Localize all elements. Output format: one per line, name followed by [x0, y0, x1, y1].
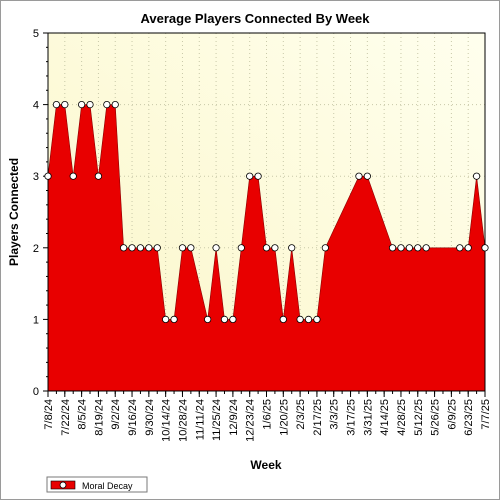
data-point	[481, 244, 489, 252]
data-markers	[44, 101, 489, 323]
data-point	[472, 172, 481, 180]
x-tick-label: 6/9/25	[446, 399, 458, 430]
x-tick-label: 5/12/25	[413, 399, 425, 436]
y-tick-label: 4	[33, 100, 39, 112]
data-point	[304, 315, 313, 323]
legend-marker	[59, 481, 67, 489]
legend-label: Moral Decay	[82, 481, 133, 491]
data-point	[128, 244, 136, 252]
y-axis-label: Players Connected	[7, 158, 21, 266]
data-point	[170, 315, 178, 323]
x-tick-label: 12/23/24	[245, 399, 257, 442]
data-point	[61, 101, 69, 109]
data-point	[288, 244, 296, 252]
x-axis-label: Week	[250, 458, 281, 472]
data-point	[229, 315, 237, 323]
data-point	[388, 244, 397, 252]
data-point	[237, 244, 245, 252]
y-tick-label: 1	[33, 314, 39, 326]
x-tick-label: 1/6/25	[262, 399, 274, 430]
data-point	[162, 315, 170, 323]
data-point	[246, 172, 254, 180]
x-axis-ticks: 7/8/24 7/22/24 8/5/24 8/19/24 9/2/24 9/16/24 9…	[43, 391, 492, 442]
x-tick-label: 8/19/24	[93, 399, 105, 436]
data-point	[145, 244, 153, 252]
x-tick-label: 3/31/25	[362, 399, 374, 436]
data-point	[187, 244, 195, 252]
data-point	[178, 244, 187, 252]
data-point	[414, 244, 422, 252]
x-tick-label: 4/14/25	[379, 399, 391, 436]
x-tick-label: 7/7/25	[480, 399, 492, 430]
x-tick-label: 10/14/24	[161, 399, 173, 442]
x-tick-label: 4/28/25	[396, 399, 408, 436]
legend: Moral Decay	[46, 476, 148, 493]
x-tick-label: 9/2/24	[110, 399, 122, 430]
data-point	[120, 244, 128, 252]
data-point	[254, 172, 262, 180]
data-point	[78, 101, 86, 109]
data-point	[136, 244, 145, 252]
x-tick-label: 2/17/25	[312, 399, 324, 436]
x-tick-label: 12/9/24	[228, 399, 240, 436]
data-point	[422, 244, 430, 252]
data-point	[262, 244, 271, 252]
data-point	[44, 172, 52, 180]
x-tick-label: 9/16/24	[127, 399, 139, 436]
x-tick-label: 10/28/24	[177, 399, 189, 442]
x-tick-label: 7/8/24	[43, 399, 55, 430]
data-point	[363, 172, 371, 180]
x-tick-label: 5/26/25	[430, 399, 442, 436]
data-point	[405, 244, 413, 252]
data-point	[111, 101, 119, 109]
y-axis-ticks: 0 1 2 3 4 5	[33, 28, 48, 398]
x-tick-label: 1/20/25	[278, 399, 290, 436]
chart-title: Average Players Connected By Week	[140, 11, 370, 26]
data-point	[94, 172, 103, 180]
data-point	[52, 101, 61, 109]
x-tick-label: 9/30/24	[144, 399, 156, 436]
y-tick-label: 2	[33, 243, 39, 255]
x-tick-label: 3/17/25	[346, 399, 358, 436]
y-tick-label: 3	[33, 171, 39, 183]
data-point	[69, 172, 77, 180]
data-point	[397, 244, 405, 252]
x-tick-label: 8/5/24	[77, 399, 89, 430]
data-point	[313, 315, 321, 323]
y-tick-label: 5	[33, 28, 39, 40]
data-point	[355, 172, 363, 180]
data-point	[153, 244, 161, 252]
x-tick-label: 11/25/24	[211, 399, 223, 441]
y-tick-label: 0	[33, 386, 39, 398]
data-point	[103, 101, 111, 109]
x-tick-label: 6/23/25	[463, 399, 475, 436]
data-point	[212, 244, 220, 252]
x-tick-label: 7/22/24	[60, 399, 72, 436]
x-tick-label: 11/11/24	[194, 399, 206, 440]
data-point	[321, 244, 329, 252]
data-point	[456, 244, 464, 252]
data-point	[220, 315, 229, 323]
data-point	[204, 315, 212, 323]
data-point	[464, 244, 472, 252]
data-point	[271, 244, 279, 252]
x-tick-label: 3/3/25	[329, 399, 341, 430]
x-tick-label: 2/3/25	[295, 399, 307, 430]
data-point	[279, 315, 287, 323]
data-point	[86, 101, 94, 109]
data-point	[296, 315, 304, 323]
